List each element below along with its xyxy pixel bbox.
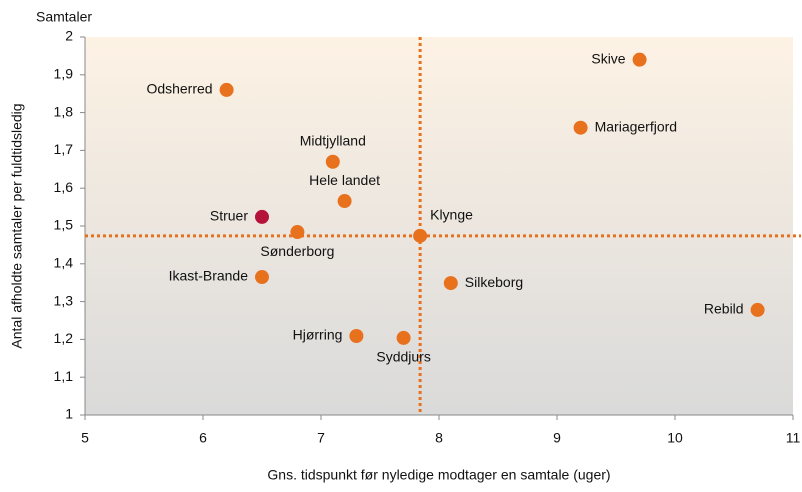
y-tick-label: 1,1 — [54, 368, 74, 384]
point — [337, 194, 352, 209]
y-tick-label: 1,8 — [54, 103, 74, 119]
x-tick-label: 5 — [81, 430, 89, 446]
point — [396, 330, 411, 345]
point-label: Sønderborg — [260, 243, 334, 259]
x-tick-label: 11 — [786, 430, 801, 446]
point — [632, 52, 647, 67]
point-label: Rebild — [704, 301, 744, 317]
point-label: Hjørring — [293, 327, 343, 343]
y-axis-label: Antal afholdte samtaler per fuldtidsledi… — [9, 103, 25, 348]
point-label: Mariagerfjord — [595, 118, 677, 134]
point — [750, 302, 765, 317]
point — [290, 225, 305, 240]
plot-area — [85, 37, 793, 415]
point-label: Ikast-Brande — [169, 268, 249, 284]
point-label: Syddjurs — [376, 349, 430, 365]
point — [349, 328, 364, 343]
y-tick-label: 1,6 — [54, 179, 74, 195]
point-label: Struer — [210, 208, 248, 224]
point-label: Silkeborg — [465, 274, 523, 290]
point — [443, 276, 458, 291]
point-label: Midtjylland — [300, 132, 366, 148]
x-tick-label: 7 — [317, 430, 325, 446]
point-label: Skive — [591, 50, 625, 66]
y-tick-label: 1,9 — [54, 66, 74, 82]
y-tick-label: 1,5 — [54, 217, 74, 233]
point — [325, 154, 340, 169]
y-tick-label: 1,4 — [54, 255, 74, 271]
y-unit-label: Samtaler — [36, 9, 92, 25]
point — [219, 82, 234, 97]
point-label: Hele landet — [309, 172, 380, 188]
x-tick-label: 9 — [553, 430, 561, 446]
point — [413, 228, 428, 243]
x-tick-label: 6 — [199, 430, 207, 446]
y-tick-label: 2 — [65, 28, 73, 44]
y-tick-label: 1,3 — [54, 292, 74, 308]
point — [255, 270, 269, 285]
point-label: Odsherred — [146, 81, 212, 97]
y-tick-label: 1,2 — [54, 330, 74, 346]
point-label: Klynge — [430, 207, 473, 223]
point — [573, 120, 588, 135]
y-tick-label: 1,7 — [54, 141, 74, 157]
point — [255, 209, 269, 224]
x-tick-label: 10 — [667, 430, 683, 446]
y-tick-label: 1 — [65, 406, 73, 422]
x-axis-label: Gns. tidspunkt før nyledige modtager en … — [267, 467, 610, 483]
x-tick-label: 8 — [435, 430, 443, 446]
